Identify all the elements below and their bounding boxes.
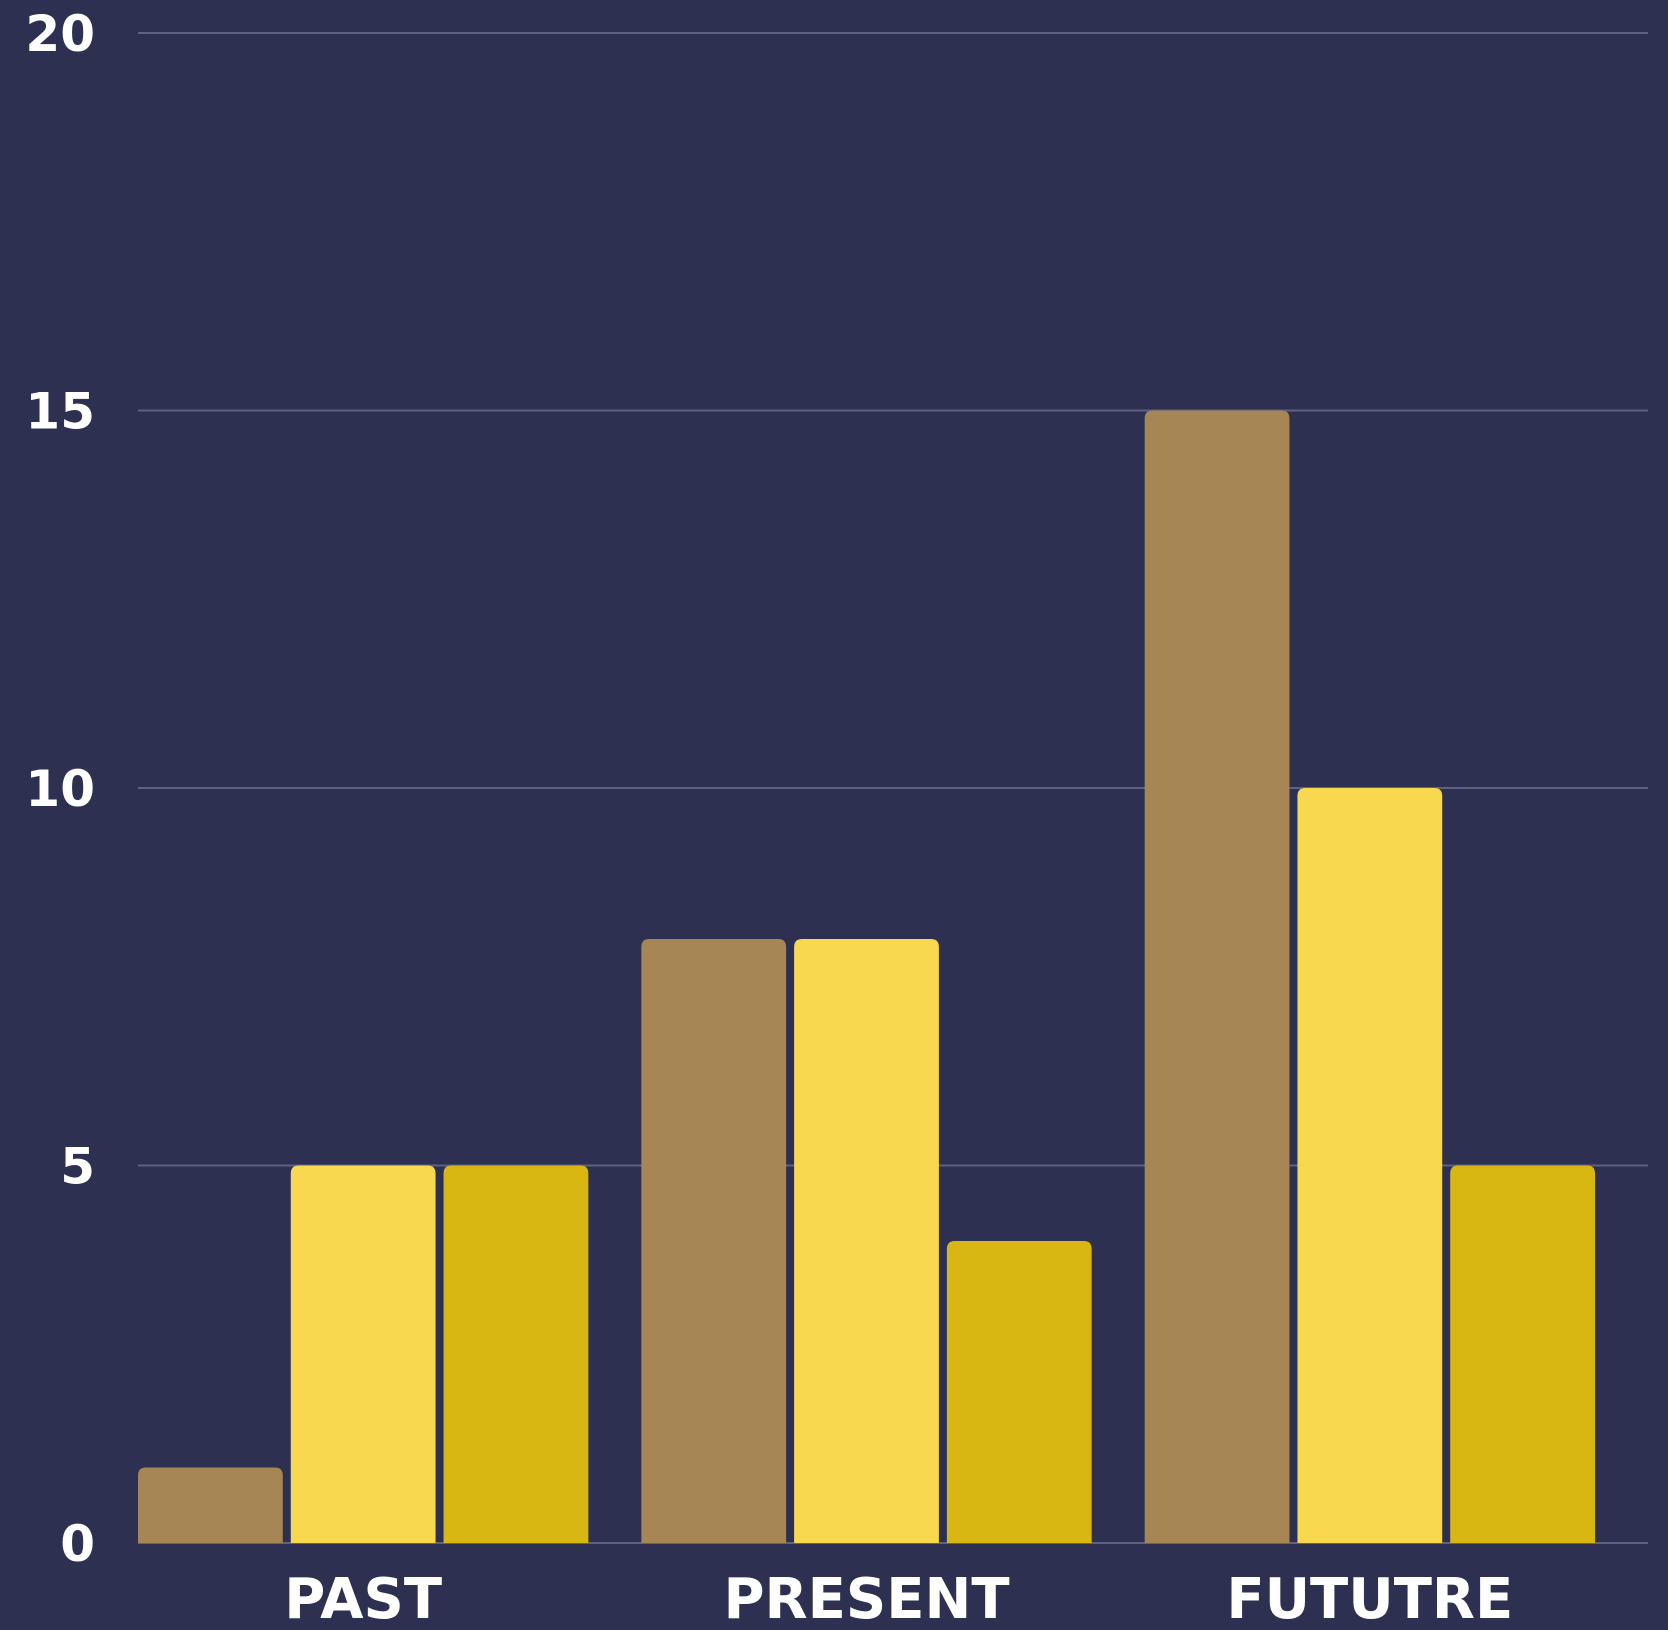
y-tick-label: 0 bbox=[60, 1515, 95, 1573]
y-axis-tick-labels: 0 5 10 15 20 bbox=[25, 5, 95, 1573]
bar-fututre-series-3 bbox=[1450, 1165, 1595, 1543]
bar-past-series-1 bbox=[138, 1467, 283, 1543]
x-category-label-fututre: FUTUTRE bbox=[1226, 1567, 1513, 1630]
x-category-label-present: PRESENT bbox=[723, 1567, 1009, 1630]
y-tick-label: 10 bbox=[25, 760, 95, 818]
bar-present-series-1 bbox=[641, 939, 787, 1543]
y-tick-label: 5 bbox=[60, 1138, 95, 1196]
x-axis-category-labels: PAST PRESENT FUTUTRE bbox=[284, 1567, 1513, 1630]
bar-present-series-2 bbox=[794, 939, 939, 1543]
y-tick-label: 15 bbox=[25, 383, 95, 441]
bar-fututre-series-2 bbox=[1297, 788, 1443, 1543]
bar-fututre-series-1 bbox=[1144, 410, 1290, 1543]
x-category-label-past: PAST bbox=[284, 1567, 442, 1630]
bar-present-series-3 bbox=[946, 1241, 1092, 1543]
bars bbox=[138, 410, 1595, 1543]
y-tick-label: 20 bbox=[25, 5, 95, 63]
bar-past-series-3 bbox=[443, 1165, 589, 1543]
bar-past-series-2 bbox=[290, 1165, 436, 1543]
